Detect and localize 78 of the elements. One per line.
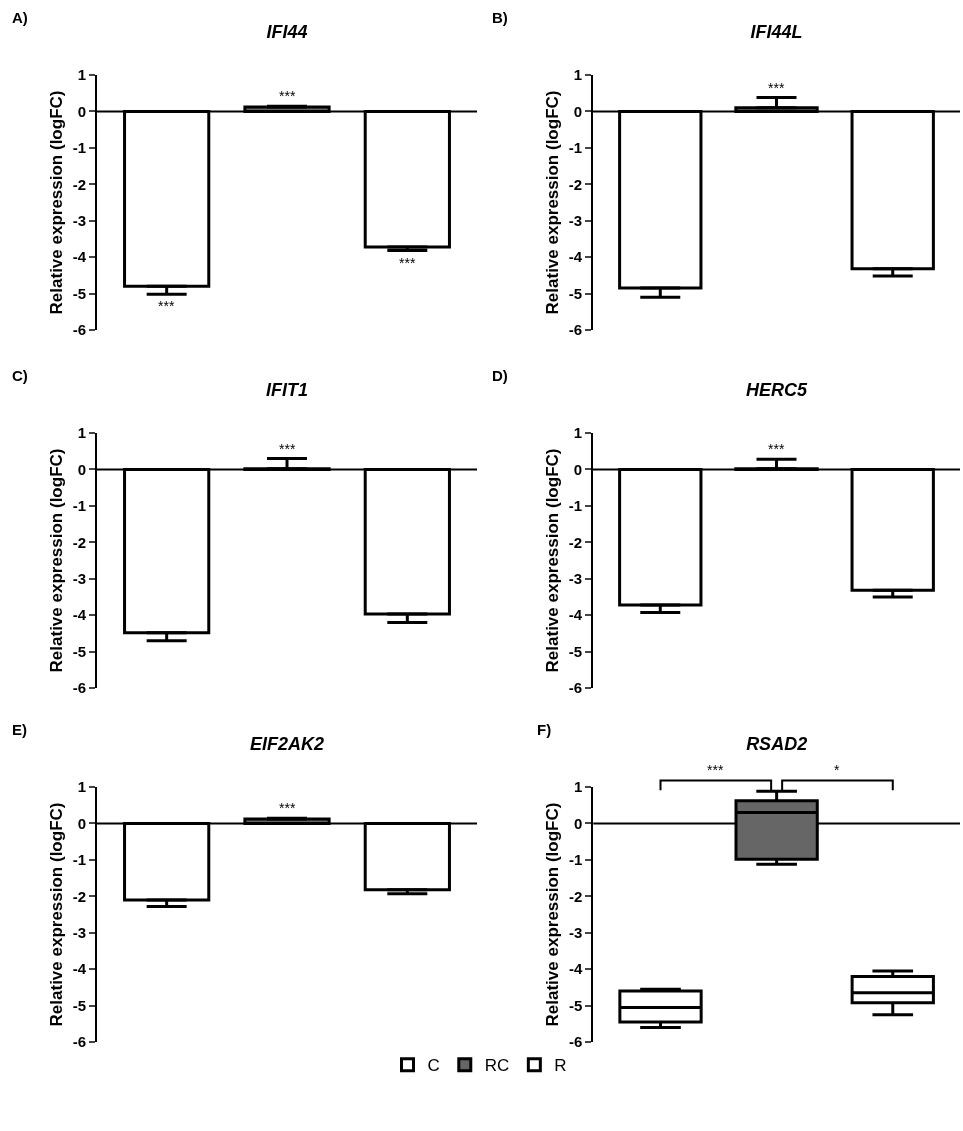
y-tick-label: -4	[72, 606, 87, 624]
legend-label: RC	[484, 1056, 510, 1076]
y-tick-label: -6	[568, 321, 582, 339]
y-tick-label: 0	[77, 460, 86, 478]
chart-subtitle: A)	[12, 9, 28, 26]
y-tick-label: 0	[77, 814, 86, 832]
y-tick-label: 0	[573, 814, 583, 832]
legend-label: C	[427, 1056, 440, 1076]
y-axis-title: Relative expression (logFC)	[542, 802, 562, 1027]
y-tick-label: -3	[568, 923, 583, 941]
y-tick-label: -4	[72, 960, 87, 978]
y-tick-label: -1	[72, 139, 86, 157]
y-tick-label: -5	[72, 996, 86, 1014]
y-tick-label: -5	[568, 642, 582, 660]
chart-subtitle: B)	[492, 9, 508, 26]
y-tick-label: -5	[72, 284, 86, 302]
y-tick-label: -6	[72, 1033, 86, 1051]
chart-title: IFIT1	[265, 380, 309, 401]
y-axis-title: Relative expression (logFC)	[46, 802, 66, 1027]
y-tick-label: -1	[568, 139, 582, 157]
y-tick-label: 1	[573, 778, 583, 796]
data-label: ***	[768, 80, 785, 96]
y-tick-label: -3	[568, 569, 582, 587]
y-tick-label: -6	[72, 321, 86, 339]
y-axis-title: Relative expression (logFC)	[542, 448, 562, 673]
y-tick-label: -3	[72, 923, 86, 941]
chart-title: RSAD2	[746, 734, 808, 755]
y-tick-label: -2	[568, 887, 583, 905]
y-tick-label: -2	[72, 175, 86, 193]
text: ***	[707, 762, 724, 778]
y-tick-label: 0	[77, 102, 86, 120]
y-tick-label: 1	[77, 424, 86, 442]
y-tick-label: -2	[72, 533, 86, 551]
y-tick-label: -5	[568, 996, 583, 1014]
y-tick-label: 1	[573, 66, 582, 84]
data-label: ***	[279, 441, 296, 457]
y-axis-title: Relative expression (logFC)	[46, 90, 66, 315]
chart-title: HERC5	[745, 380, 808, 401]
y-tick-label: -5	[568, 284, 582, 302]
data-label: ***	[399, 255, 416, 271]
y-tick-label: -3	[72, 569, 86, 587]
y-tick-label: -1	[568, 851, 583, 869]
y-tick-label: -1	[72, 497, 86, 515]
data-label: ***	[768, 441, 785, 457]
data-label: ***	[279, 88, 296, 104]
y-tick-label: 0	[573, 102, 582, 120]
y-tick-label: -1	[568, 497, 582, 515]
data-label: ***	[158, 298, 175, 314]
text: *	[834, 762, 840, 778]
y-axis-title: Relative expression (logFC)	[542, 90, 562, 315]
chart-title: IFI44L	[750, 22, 803, 43]
chart-title: IFI44	[266, 22, 308, 43]
y-tick-label: -6	[568, 679, 582, 697]
data-label: ***	[279, 800, 296, 816]
chart-title: EIF2AK2	[249, 734, 325, 755]
y-tick-label: -3	[568, 211, 582, 229]
y-tick-label: -2	[72, 887, 86, 905]
y-tick-label: 1	[77, 66, 86, 84]
y-tick-label: -2	[568, 175, 582, 193]
y-tick-label: -6	[72, 679, 86, 697]
y-tick-label: 0	[573, 460, 582, 478]
y-tick-label: 1	[77, 778, 86, 796]
y-tick-label: 1	[573, 424, 582, 442]
y-axis-title: Relative expression (logFC)	[46, 448, 66, 673]
y-tick-label: -6	[568, 1033, 583, 1051]
chart-subtitle: F)	[537, 721, 552, 738]
y-tick-label: -3	[72, 211, 86, 229]
y-tick-label: -4	[568, 248, 583, 266]
chart-subtitle: D)	[492, 367, 508, 384]
y-tick-label: -1	[72, 851, 86, 869]
y-tick-label: -2	[568, 533, 582, 551]
legend-label: R	[554, 1056, 567, 1076]
y-tick-label: -4	[72, 248, 87, 266]
chart-subtitle: C)	[12, 367, 28, 384]
y-tick-label: -4	[568, 960, 583, 978]
chart-subtitle: E)	[12, 721, 27, 738]
y-tick-label: -5	[72, 642, 86, 660]
y-tick-label: -4	[568, 606, 583, 624]
